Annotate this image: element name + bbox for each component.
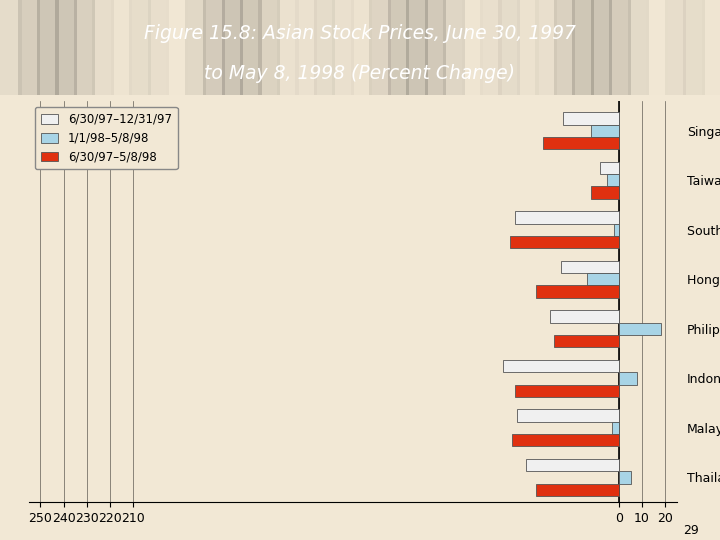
Bar [203, 0, 225, 94]
Bar [614, 224, 619, 236]
Bar [572, 0, 594, 94]
Bar [0, 0, 22, 94]
Bar [333, 0, 354, 94]
Bar [554, 335, 619, 347]
Bar [554, 0, 575, 94]
Bar [619, 322, 661, 335]
Text: 29: 29 [683, 524, 698, 537]
Bar [129, 0, 150, 94]
Bar [701, 0, 720, 94]
Bar [515, 384, 619, 397]
Bar [369, 0, 391, 94]
Bar [619, 471, 631, 484]
Legend: 6/30/97–12/31/97, 1/1/98–5/8/98, 6/30/97–5/8/98: 6/30/97–12/31/97, 1/1/98–5/8/98, 6/30/97… [35, 107, 178, 170]
Bar [517, 409, 619, 422]
Text: to May 8, 1998 (Percent Change): to May 8, 1998 (Percent Change) [204, 64, 516, 83]
Bar [503, 360, 619, 372]
Bar [526, 459, 619, 471]
Bar [591, 125, 619, 137]
Bar [646, 0, 667, 94]
Bar [443, 0, 464, 94]
Bar [543, 137, 619, 149]
Bar [425, 0, 446, 94]
Bar [277, 0, 299, 94]
Bar [608, 174, 619, 186]
Bar [148, 0, 169, 94]
Bar [665, 0, 686, 94]
Bar [564, 112, 619, 125]
Bar [628, 0, 649, 94]
Bar [74, 0, 96, 94]
Bar [619, 372, 637, 384]
Bar [536, 484, 619, 496]
Bar [510, 236, 619, 248]
Bar [609, 0, 631, 94]
Bar [314, 0, 336, 94]
Bar [406, 0, 428, 94]
Bar [549, 310, 619, 322]
Bar [166, 0, 188, 94]
Bar [111, 0, 132, 94]
Bar [37, 0, 58, 94]
Bar [591, 0, 613, 94]
Bar [612, 422, 619, 434]
Bar [55, 0, 77, 94]
Bar [222, 0, 243, 94]
Bar [683, 0, 705, 94]
Bar [515, 211, 619, 224]
Bar [498, 0, 520, 94]
Bar [240, 0, 261, 94]
Bar [536, 286, 619, 298]
Bar [591, 186, 619, 199]
Bar [184, 0, 206, 94]
Bar [536, 0, 557, 94]
Bar [387, 0, 409, 94]
Bar [92, 0, 114, 94]
Bar [587, 273, 619, 286]
Bar [513, 434, 619, 447]
Bar [561, 261, 619, 273]
Bar [351, 0, 372, 94]
Text: Figure 15.8: Asian Stock Prices, June 30, 1997: Figure 15.8: Asian Stock Prices, June 30… [144, 24, 576, 43]
Bar [19, 0, 40, 94]
Bar [258, 0, 280, 94]
Bar [517, 0, 539, 94]
Bar [480, 0, 502, 94]
Bar [600, 161, 619, 174]
Bar [462, 0, 483, 94]
Bar [295, 0, 317, 94]
